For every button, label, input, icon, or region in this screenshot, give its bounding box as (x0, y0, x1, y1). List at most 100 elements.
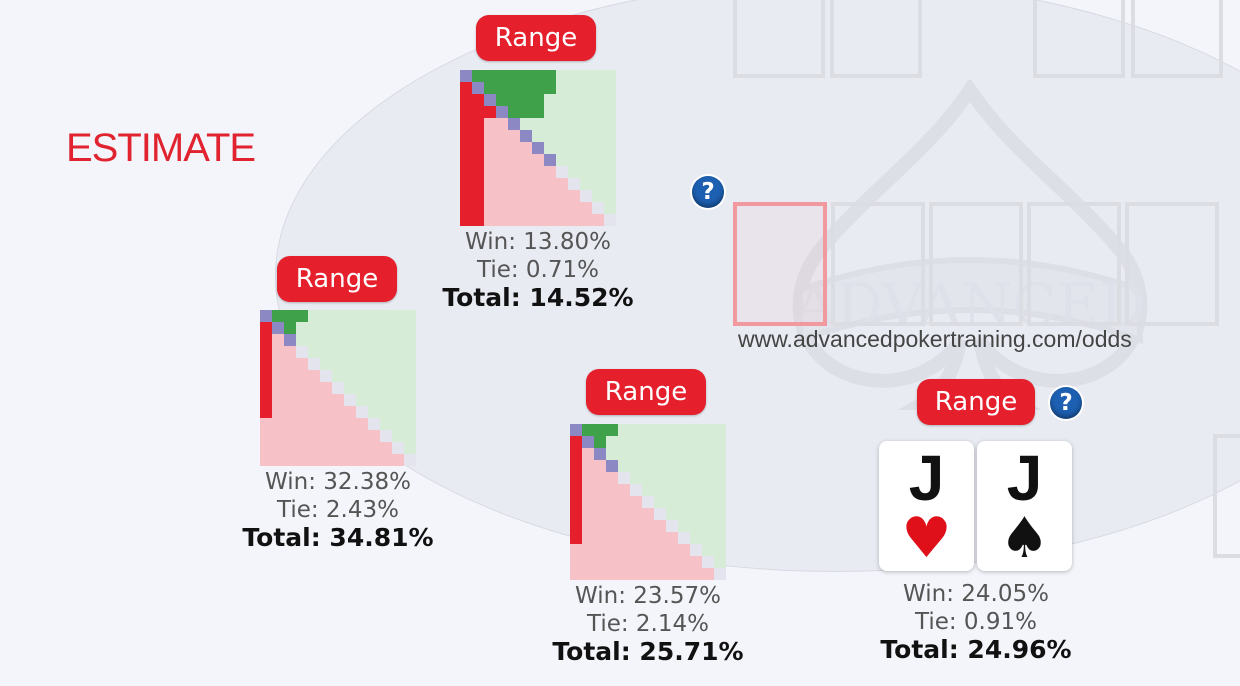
range-cell[interactable] (496, 106, 508, 118)
range-cell[interactable] (344, 346, 356, 358)
range-cell[interactable] (604, 202, 616, 214)
range-cell[interactable] (508, 118, 520, 130)
range-cell[interactable] (642, 568, 654, 580)
range-cell[interactable] (606, 556, 618, 568)
range-cell[interactable] (582, 460, 594, 472)
range-cell[interactable] (714, 484, 726, 496)
range-cell[interactable] (666, 460, 678, 472)
range-cell[interactable] (296, 322, 308, 334)
range-cell[interactable] (284, 346, 296, 358)
range-cell[interactable] (630, 544, 642, 556)
range-cell[interactable] (580, 94, 592, 106)
range-cell[interactable] (344, 442, 356, 454)
range-cell[interactable] (654, 520, 666, 532)
range-cell[interactable] (380, 406, 392, 418)
range-cell[interactable] (570, 448, 582, 460)
range-cell[interactable] (460, 118, 472, 130)
range-cell[interactable] (630, 556, 642, 568)
range-cell[interactable] (484, 142, 496, 154)
range-cell[interactable] (332, 370, 344, 382)
range-cell[interactable] (460, 70, 472, 82)
range-cell[interactable] (284, 418, 296, 430)
range-cell[interactable] (368, 382, 380, 394)
range-cell[interactable] (556, 82, 568, 94)
range-cell[interactable] (332, 358, 344, 370)
range-cell[interactable] (344, 322, 356, 334)
range-cell[interactable] (320, 310, 332, 322)
range-cell[interactable] (594, 472, 606, 484)
range-cell[interactable] (556, 202, 568, 214)
range-cell[interactable] (392, 322, 404, 334)
range-cell[interactable] (604, 214, 616, 226)
range-cell[interactable] (570, 496, 582, 508)
range-cell[interactable] (568, 214, 580, 226)
range-cell[interactable] (654, 508, 666, 520)
range-cell[interactable] (630, 436, 642, 448)
range-cell[interactable] (356, 430, 368, 442)
range-cell[interactable] (702, 544, 714, 556)
range-cell[interactable] (592, 106, 604, 118)
range-cell[interactable] (260, 334, 272, 346)
range-cell[interactable] (642, 556, 654, 568)
range-cell[interactable] (714, 460, 726, 472)
range-cell[interactable] (690, 424, 702, 436)
range-cell[interactable] (606, 496, 618, 508)
range-cell[interactable] (296, 418, 308, 430)
range-cell[interactable] (332, 334, 344, 346)
hero-card-jack-hearts[interactable]: J ♥ (879, 441, 974, 571)
range-cell[interactable] (702, 460, 714, 472)
range-cell[interactable] (618, 436, 630, 448)
range-cell[interactable] (272, 382, 284, 394)
range-cell[interactable] (532, 70, 544, 82)
range-cell[interactable] (320, 406, 332, 418)
range-cell[interactable] (690, 448, 702, 460)
range-cell[interactable] (556, 70, 568, 82)
range-cell[interactable] (678, 568, 690, 580)
range-cell[interactable] (568, 70, 580, 82)
range-cell[interactable] (582, 448, 594, 460)
range-cell[interactable] (332, 322, 344, 334)
range-cell[interactable] (630, 496, 642, 508)
range-cell[interactable] (678, 532, 690, 544)
range-cell[interactable] (544, 166, 556, 178)
range-cell[interactable] (284, 322, 296, 334)
range-cell[interactable] (260, 382, 272, 394)
range-cell[interactable] (532, 190, 544, 202)
range-cell[interactable] (592, 202, 604, 214)
range-cell[interactable] (714, 496, 726, 508)
range-cell[interactable] (666, 544, 678, 556)
range-cell[interactable] (392, 310, 404, 322)
range-cell[interactable] (356, 346, 368, 358)
range-cell[interactable] (606, 508, 618, 520)
range-cell[interactable] (320, 430, 332, 442)
range-cell[interactable] (460, 202, 472, 214)
range-cell[interactable] (592, 94, 604, 106)
range-cell[interactable] (714, 544, 726, 556)
range-cell[interactable] (308, 454, 320, 466)
range-cell[interactable] (532, 94, 544, 106)
range-cell[interactable] (260, 370, 272, 382)
board-card-slot[interactable] (929, 202, 1023, 326)
range-cell[interactable] (368, 322, 380, 334)
range-cell[interactable] (356, 454, 368, 466)
range-cell[interactable] (606, 484, 618, 496)
range-cell[interactable] (630, 448, 642, 460)
range-cell[interactable] (568, 166, 580, 178)
range-cell[interactable] (320, 382, 332, 394)
range-cell[interactable] (356, 370, 368, 382)
range-cell[interactable] (604, 190, 616, 202)
range-cell[interactable] (594, 568, 606, 580)
range-cell[interactable] (392, 406, 404, 418)
range-cell[interactable] (472, 106, 484, 118)
range-cell[interactable] (604, 130, 616, 142)
range-cell[interactable] (568, 130, 580, 142)
range-cell[interactable] (484, 82, 496, 94)
range-cell[interactable] (532, 166, 544, 178)
range-cell[interactable] (594, 484, 606, 496)
range-cell[interactable] (604, 178, 616, 190)
range-button-hero[interactable]: Range (917, 379, 1035, 425)
range-cell[interactable] (484, 94, 496, 106)
range-cell[interactable] (702, 484, 714, 496)
range-cell[interactable] (484, 154, 496, 166)
range-cell[interactable] (460, 166, 472, 178)
